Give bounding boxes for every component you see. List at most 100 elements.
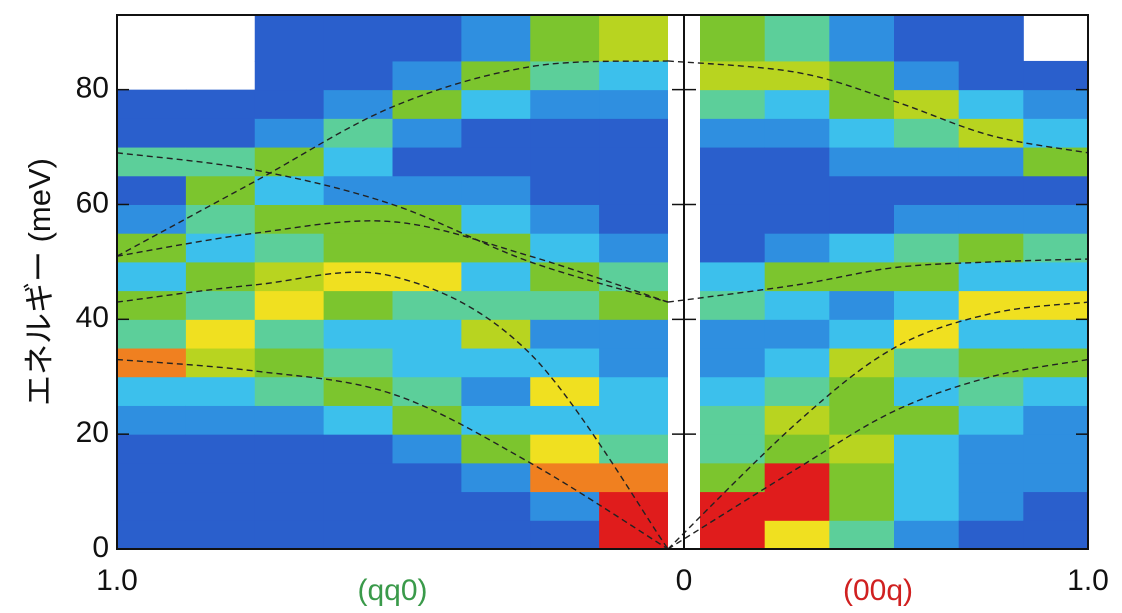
heatmap-cell [894,520,960,550]
heatmap-cell [185,261,256,292]
heatmap-cell [117,175,187,205]
heatmap-cell [461,147,531,177]
heatmap-cell [461,434,531,464]
heatmap-cell [764,434,830,464]
heatmap-cell [461,261,531,292]
heatmap-cell [254,204,325,234]
heatmap-cell [254,261,325,292]
heatmap-cell [185,434,256,464]
heatmap-cell [764,348,830,378]
heatmap-cell [254,462,325,493]
heatmap-cell [392,491,462,521]
heatmap-cell [894,15,960,62]
heatmap-cell [894,147,960,177]
heatmap-cell [958,118,1024,148]
heatmap-cell [764,462,830,493]
heatmap-cell [254,175,325,205]
heatmap-cell [829,261,895,292]
heatmap-cell [829,290,895,320]
heatmap-cell [764,15,830,62]
heatmap-cell [1023,204,1089,234]
heatmap-cell [392,175,462,205]
heatmap-cell [829,175,895,205]
heatmap-cell [894,405,960,435]
heatmap-cell [1023,147,1089,177]
heatmap-cell [894,175,960,205]
heatmap-cell [117,319,187,349]
heatmap-cell [392,434,462,464]
panel-label: (00q) [843,574,913,607]
heatmap-cell [764,147,830,177]
heatmap-cell [1023,491,1089,521]
heatmap-cell [323,376,393,406]
heatmap-cell [530,405,600,435]
heatmap-cell [829,60,895,91]
heatmap-cell [958,405,1024,435]
heatmap-cell [530,376,600,406]
heatmap-cell [392,118,462,148]
heatmap-cell [323,89,393,119]
heatmap-cell [829,520,895,550]
heatmap-cell [530,434,600,464]
heatmap-cell [958,233,1024,263]
heatmap-cell [185,290,256,320]
heatmap-cell [599,462,669,493]
heatmap-cell [117,434,187,464]
y-tick-label: 0 [92,531,109,564]
heatmap-cell [599,204,669,234]
heatmap-cell [323,405,393,435]
heatmap-cell [117,520,187,550]
heatmap-cell [958,348,1024,378]
heatmap-cell [958,434,1024,464]
heatmap-cell [117,204,187,234]
heatmap-cell [461,89,531,119]
heatmap-cell [461,348,531,378]
dispersion-curve [667,301,1089,550]
heatmap-cell [117,118,187,148]
heatmap-cell [1023,175,1089,205]
heatmap-cell [254,405,325,435]
y-tick-label: 60 [76,186,109,219]
x-tick-label: 0 [676,564,693,597]
heatmap-cell [254,89,325,119]
heatmap-cell [323,175,393,205]
heatmap-cell [530,147,600,177]
heatmap-cell [117,147,187,177]
heatmap-cell [117,290,187,320]
heatmap-cell [894,376,960,406]
heatmap-cell [392,405,462,435]
heatmap-cell [530,233,600,263]
heatmap-cell [958,89,1024,119]
heatmap-cell [599,118,669,148]
heatmap-cell [1023,261,1089,292]
heatmap-cell [1023,376,1089,406]
dispersion-curve [667,258,1089,303]
heatmap-cell [185,376,256,406]
heatmap-cell [958,290,1024,320]
heatmap-cell [894,60,960,91]
heatmap-cell [1023,118,1089,148]
heatmap-cell [829,204,895,234]
heatmap-cell [461,462,531,493]
heatmap-cell [185,89,256,119]
y-tick-label: 80 [76,72,109,105]
heatmap-cell [530,60,600,91]
heatmap-cell [323,491,393,521]
heatmap-cell [117,89,187,119]
heatmap-cell [392,204,462,234]
heatmap-cell [254,434,325,464]
heatmap-cell [461,60,531,91]
heatmap-cell [254,491,325,521]
heatmap-cell [829,89,895,119]
heatmap-cell [1023,462,1089,493]
heatmap-cell [392,15,462,62]
plot-frame [116,14,1089,550]
heatmap-cell [254,15,325,62]
heatmap-cell [530,462,600,493]
heatmap-cell [958,491,1024,521]
heatmap-cell [764,376,830,406]
heatmap-cell [185,118,256,148]
heatmap-cell [461,376,531,406]
heatmap-cell [599,434,669,464]
heatmap-cell [254,60,325,91]
